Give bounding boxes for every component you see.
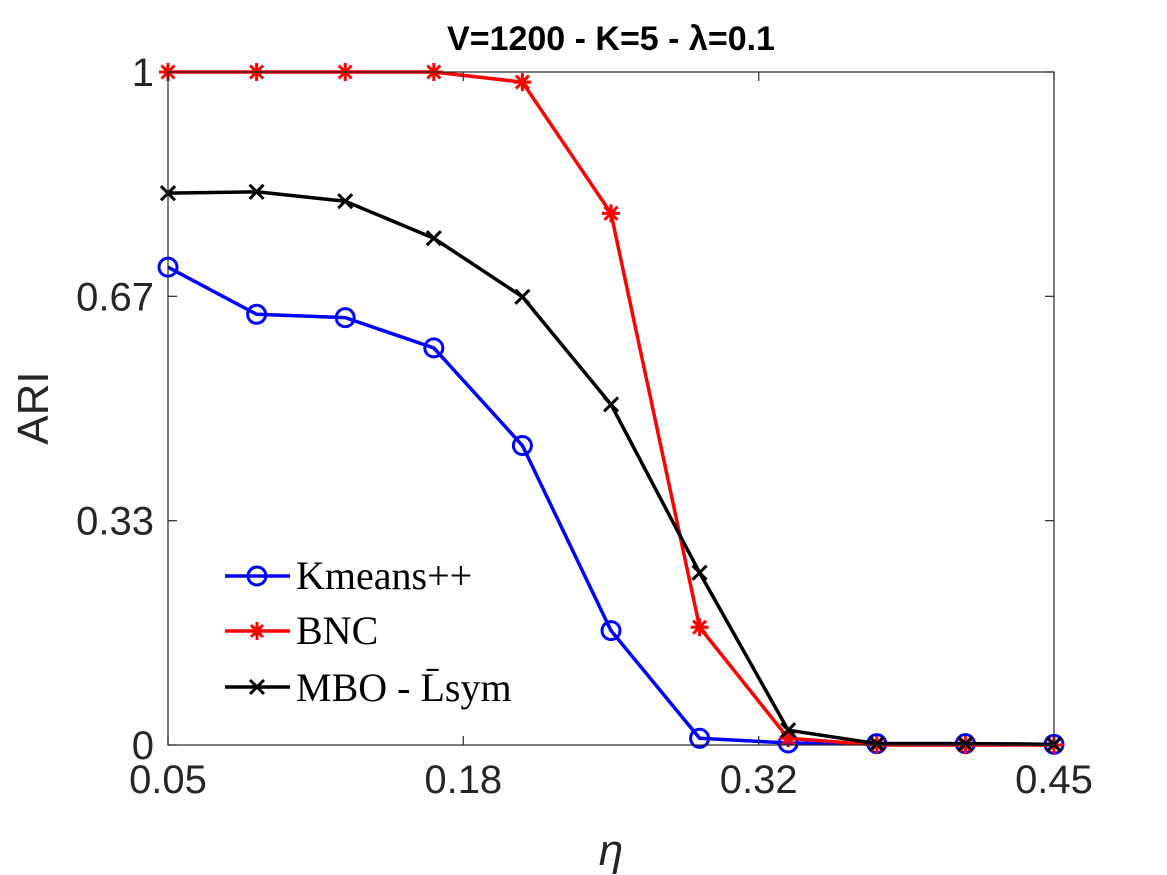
data-point-bnc-5: [602, 204, 620, 223]
data-point-mbo-l-sym-6-stroke-1: [691, 564, 708, 581]
x-tick-label-3: 0.45: [1015, 758, 1093, 802]
data-point-kmeans-5: [600, 620, 622, 642]
data-point-mbo-l-sym-1: [248, 183, 265, 200]
data-point-kmeans-2: [334, 307, 356, 329]
data-point-bnc-4-stroke-3: [514, 74, 530, 90]
legend-label-kmeans: Kmeans++: [296, 553, 472, 598]
x-axis-label: η: [599, 826, 623, 875]
legend-swatch-bnc-marker: [248, 622, 266, 640]
legend: Kmeans++ BNC MBO - L̄sym: [225, 553, 512, 710]
data-point-bnc-5-stroke-3: [603, 205, 619, 221]
y-tick-label-0: 0: [132, 724, 154, 768]
data-point-bnc-6: [690, 618, 709, 637]
data-point-mbo-l-sym-1-stroke-1: [248, 183, 265, 200]
legend-label-bnc: BNC: [296, 608, 378, 653]
data-point-kmeans-4: [511, 435, 533, 457]
x-tick-label-0: 0.05: [129, 758, 207, 802]
data-point-bnc-6-stroke-3: [692, 619, 708, 635]
legend-entry-bnc: BNC: [225, 608, 378, 653]
data-point-mbo-l-sym-7-stroke-1: [780, 722, 797, 739]
data-point-mbo-l-sym-7: [780, 722, 797, 739]
data-point-mbo-l-sym-6: [691, 564, 708, 581]
data-point-mbo-l-sym-8-stroke-1: [868, 735, 885, 752]
chart-title: V=1200 - K=5 - λ=0.1: [447, 20, 775, 58]
legend-label-mbo: MBO - L̄sym: [296, 665, 512, 710]
data-point-kmeans-3: [423, 337, 445, 359]
legend-entry-kmeans: Kmeans++: [225, 553, 472, 598]
data-point-mbo-l-sym-4: [514, 288, 531, 305]
data-point-mbo-l-sym-2-stroke-1: [337, 193, 354, 210]
data-point-mbo-l-sym-4-stroke-1: [514, 288, 531, 305]
y-tick-label-3: 1: [132, 51, 154, 95]
data-point-mbo-l-sym-5-stroke-1: [602, 396, 620, 413]
legend-swatch-mbo-marker: [248, 678, 266, 696]
legend-entry-mbo: MBO - L̄sym: [225, 665, 512, 710]
data-point-mbo-l-sym-5: [602, 396, 620, 413]
data-point-mbo-l-sym-3: [425, 230, 442, 247]
series-layer: [157, 63, 1065, 755]
y-tick-label-2: 0.67: [76, 275, 154, 319]
x-tick-label-2: 0.32: [720, 758, 798, 802]
data-point-mbo-l-sym-2: [337, 193, 354, 210]
y-axis-label: ARI: [9, 371, 58, 444]
legend-swatch-kmeans-marker: [246, 565, 268, 587]
data-point-mbo-l-sym-9: [957, 735, 974, 752]
tick-layer: 0.05 0.18 0.32 0.45 0 0.33 0.67 1: [76, 51, 1093, 802]
plot-frame: [167, 71, 1055, 746]
x-tick-label-1: 0.18: [424, 758, 502, 802]
data-point-mbo-l-sym-3-stroke-1: [425, 230, 442, 247]
y-tick-label-1: 0.33: [76, 500, 154, 544]
data-point-kmeans-6: [689, 727, 711, 749]
data-point-bnc-4: [513, 73, 532, 92]
data-point-mbo-l-sym-8: [868, 735, 885, 752]
data-point-mbo-l-sym-9-stroke-1: [957, 735, 974, 752]
data-point-kmeans-1: [246, 303, 268, 325]
